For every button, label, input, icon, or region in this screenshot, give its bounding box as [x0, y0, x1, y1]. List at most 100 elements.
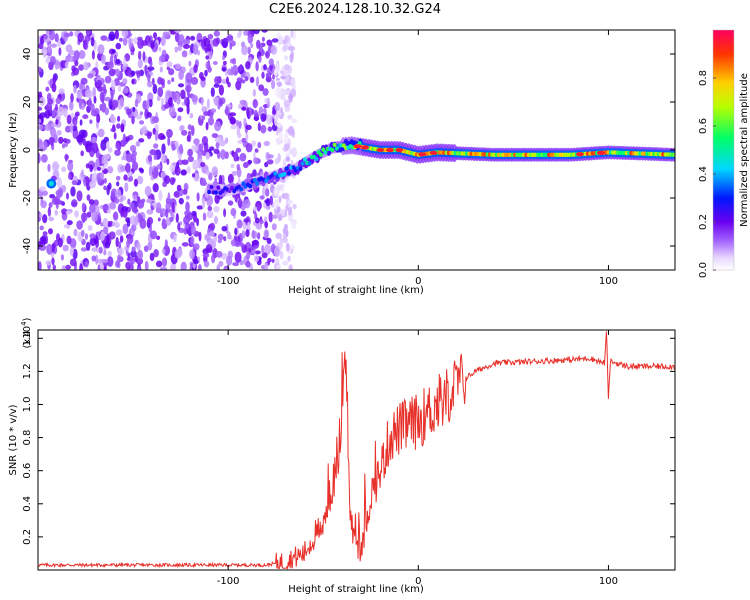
spectrogram-noise-cell — [146, 198, 153, 204]
spectrogram-noise-cell — [272, 74, 275, 80]
spectrogram-noise-cell — [285, 229, 289, 238]
spectrogram-noise-cell — [167, 136, 171, 147]
spectrogram-noise-cell — [271, 109, 277, 116]
spectrogram-noise-cell — [52, 161, 59, 172]
spectrogram-noise-cell — [54, 33, 59, 43]
spectrogram-noise-cell — [110, 128, 117, 132]
spectrogram-noise-cell — [227, 231, 231, 240]
spectrogram-noise-cell — [69, 247, 74, 256]
spectrogram-noise-cell — [130, 250, 137, 258]
spectrogram-noise-cell — [48, 228, 53, 235]
spectrogram-noise-cell — [184, 210, 189, 216]
spectrogram-noise-cell — [261, 244, 265, 255]
spectrogram-noise-cell — [271, 79, 276, 90]
spectrogram-noise-cell — [251, 230, 258, 239]
spectrogram-noise-cell — [271, 258, 275, 263]
spectrogram-noise-cell — [187, 124, 192, 131]
spectrogram-noise-cell — [200, 96, 204, 106]
spectrogram-noise-cell — [108, 231, 116, 240]
spectrogram-noise-cell — [159, 161, 163, 172]
spectrogram-panel: -100 0 100 -40 -20 0 20 40 Height of straight … — [8, 29, 750, 296]
spectrogram-noise-cell — [115, 58, 121, 65]
spectrogram-noise-cell — [129, 144, 137, 153]
spectrogram-noise-cell — [138, 138, 145, 143]
snr-panel: -100 0 100 0.2 0.4 0.6 0.8 1.0 1.2 1.4 Height of… — [8, 317, 676, 595]
spectrogram-noise-cell — [114, 221, 119, 227]
spectrogram-noise-cell — [252, 89, 256, 97]
spectrogram-noise-cell — [102, 84, 107, 93]
spectrogram-noise-cell — [287, 114, 293, 120]
spectrogram-peak-cell — [395, 148, 404, 152]
spectrogram-noise-cell — [137, 213, 141, 220]
spectrogram-noise-cell — [78, 50, 86, 59]
spectrogram-noise-cell — [81, 103, 85, 111]
spectrogram-noise-cell — [207, 66, 212, 73]
spectrogram-noise-cell — [136, 114, 143, 120]
spectrogram-noise-cell — [240, 242, 244, 248]
spectrogram-noise-cell — [210, 87, 215, 97]
spectrogram-noise-cell — [282, 158, 287, 169]
spectrogram-noise-cell — [40, 196, 44, 204]
spectrogram-noise-cell — [92, 87, 96, 98]
spectrogram-noise-cell — [175, 213, 179, 223]
spectrogram-noise-cell — [73, 228, 78, 237]
spectrogram-noise-cell — [215, 141, 220, 149]
spectrogram-noise-cell — [208, 116, 214, 126]
spectrogram-noise-cell — [146, 112, 152, 118]
spectrogram-noise-cell — [178, 34, 185, 46]
spectrogram-noise-cell — [252, 30, 260, 35]
spectrogram-noise-cell — [176, 95, 181, 105]
spectrogram-noise-cell — [159, 66, 163, 73]
spectrogram-noise-cell — [274, 246, 281, 258]
snr-x-ticks: -100 0 100 — [217, 330, 618, 587]
spectrogram-signal-core — [207, 189, 212, 195]
spectrogram-noise-cell — [63, 224, 70, 229]
spectrogram-noise-cell — [177, 83, 185, 88]
spectrogram-noise-cell — [129, 256, 136, 265]
spectrogram-noise-cell — [275, 264, 282, 270]
spectrogram-noise-cell — [180, 169, 187, 176]
spectrogram-noise-cell — [89, 119, 93, 124]
spectrogram-noise-cell — [161, 248, 166, 255]
spectrogram-noise-cell — [38, 66, 42, 73]
spectrogram-y-tick-label: -40 — [22, 238, 33, 254]
spectrogram-noise-cell — [46, 92, 52, 102]
spectrogram-noise-cell — [91, 50, 95, 60]
spectrogram-noise-cell — [51, 257, 55, 266]
spectrogram-noise-cell — [253, 157, 259, 165]
spectrogram-noise-cell — [157, 86, 164, 98]
spectrogram-noise-cell — [92, 142, 99, 154]
snr-x-tick-label: 0 — [415, 576, 421, 587]
spectrogram-noise-cell — [73, 120, 78, 126]
spectrogram-signal-core — [282, 172, 287, 177]
spectrogram-noise-cell — [171, 111, 177, 116]
spectrogram-noise-cell — [102, 217, 109, 228]
spectrogram-noise-cell — [53, 196, 61, 205]
spectrogram-noise-cell — [247, 221, 251, 231]
snr-y-tick-label: 1.4 — [22, 330, 33, 346]
spectrogram-peak-cell — [361, 145, 370, 150]
snr-y-tick-label: 1.2 — [22, 363, 33, 379]
spectrogram-noise-cell — [251, 249, 256, 254]
spectrogram-signal-core — [300, 161, 305, 166]
spectrogram-noise-cell — [279, 131, 283, 140]
spectrogram-noise-cell — [236, 219, 243, 229]
spectrogram-noise-cell — [135, 70, 142, 75]
spectrogram-noise-cell — [122, 37, 128, 46]
spectrogram-noise-cell — [212, 61, 218, 65]
spectrogram-noise-cell — [49, 194, 56, 199]
spectrogram-noise-cell — [261, 30, 268, 33]
spectrogram-noise-cell — [205, 151, 211, 160]
spectrogram-noise-cell — [70, 186, 76, 197]
spectrogram-noise-cell — [78, 64, 84, 71]
spectrogram-noise-cell — [284, 55, 288, 61]
spectrogram-noise-cell — [273, 68, 278, 76]
colorbar-tick-label: 0.4 — [698, 166, 709, 182]
spectrogram-noise-cell — [119, 97, 124, 107]
spectrogram-signal-core — [332, 142, 337, 147]
spectrogram-noise-cell — [160, 35, 166, 47]
spectrogram-noise-cell — [103, 250, 107, 256]
spectrogram-noise-cell — [212, 38, 220, 47]
spectrogram-noise-cell — [285, 75, 290, 83]
spectrogram-noise-cell — [125, 108, 132, 116]
